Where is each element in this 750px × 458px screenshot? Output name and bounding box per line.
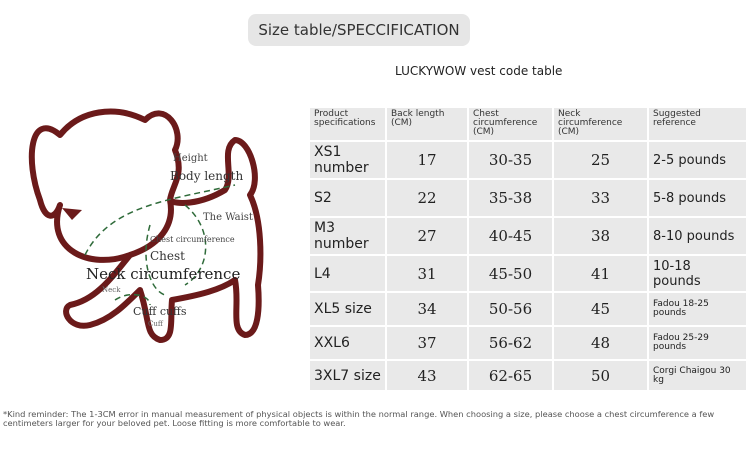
table-cell: 10-18 pounds: [649, 256, 746, 291]
diagram-label: Height: [173, 153, 208, 164]
table-cell: 25: [554, 142, 647, 178]
table-cell: 40-45: [469, 218, 552, 254]
table-cell: 48: [554, 327, 647, 359]
column-header: Suggested reference: [649, 108, 746, 140]
diagram-label: Chest circumference: [150, 235, 235, 244]
table-caption: LUCKYWOW vest code table: [395, 64, 563, 78]
diagram-label: The Waist: [203, 212, 253, 223]
page-title: Size table/SPECCIFICATION: [248, 14, 470, 46]
table-cell: Fadou 18-25 pounds: [649, 293, 746, 325]
table-cell: 31: [387, 256, 467, 291]
table-cell: 2-5 pounds: [649, 142, 746, 178]
dog-diagram: Height Body length The Waist Chest circu…: [28, 108, 264, 343]
size-name: 3XL7 size: [310, 361, 385, 390]
diagram-label: Cuff cuffs: [133, 305, 187, 318]
dog-outline: [28, 108, 264, 343]
table-cell: 30-35: [469, 142, 552, 178]
column-header: Chest circumference (CM): [469, 108, 552, 140]
table-cell: 8-10 pounds: [649, 218, 746, 254]
size-name: XS1 number: [310, 142, 385, 178]
table-cell: 5-8 pounds: [649, 180, 746, 216]
diagram-label: Neck: [102, 286, 121, 294]
table-cell: 41: [554, 256, 647, 291]
table-cell: 27: [387, 218, 467, 254]
size-name: XXL6: [310, 327, 385, 359]
table-cell: Fadou 25-29 pounds: [649, 327, 746, 359]
size-name: S2: [310, 180, 385, 216]
table-cell: 50-56: [469, 293, 552, 325]
size-name: L4: [310, 256, 385, 291]
size-name: XL5 size: [310, 293, 385, 325]
column-header: Neck circumference (CM): [554, 108, 647, 140]
table-cell: 35-38: [469, 180, 552, 216]
table-cell: 45-50: [469, 256, 552, 291]
column-header: Back length (CM): [387, 108, 467, 140]
table-cell: 22: [387, 180, 467, 216]
measure-lines: [84, 184, 236, 306]
diagram-label: Chest: [150, 249, 185, 263]
table-cell: 37: [387, 327, 467, 359]
column-header: Product specifications: [310, 108, 385, 140]
footnote: *Kind reminder: The 1-3CM error in manua…: [3, 409, 715, 428]
table-cell: Corgi Chaigou 30 kg: [649, 361, 746, 390]
diagram-label: Body length: [170, 169, 243, 183]
table-cell: 56-62: [469, 327, 552, 359]
table-cell: 38: [554, 218, 647, 254]
dog-nose: [62, 208, 82, 220]
diagram-label: Cuff: [148, 320, 164, 328]
table-cell: 33: [554, 180, 647, 216]
diagram-label: Neck circumference: [86, 265, 240, 283]
size-name: M3 number: [310, 218, 385, 254]
table-cell: 43: [387, 361, 467, 390]
table-cell: 50: [554, 361, 647, 390]
table-cell: 17: [387, 142, 467, 178]
table-cell: 34: [387, 293, 467, 325]
table-cell: 45: [554, 293, 647, 325]
table-cell: 62-65: [469, 361, 552, 390]
